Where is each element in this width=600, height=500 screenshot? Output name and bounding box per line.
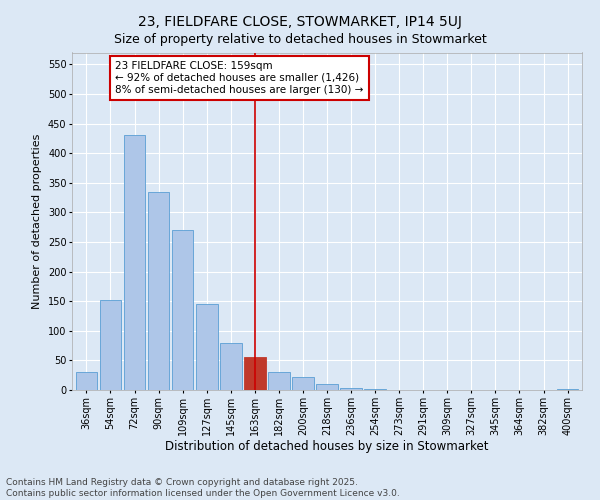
- Y-axis label: Number of detached properties: Number of detached properties: [32, 134, 42, 309]
- Bar: [557, 389, 578, 390]
- Text: Contains HM Land Registry data © Crown copyright and database right 2025.
Contai: Contains HM Land Registry data © Crown c…: [6, 478, 400, 498]
- Bar: [292, 377, 314, 390]
- Bar: [364, 389, 386, 390]
- Bar: [220, 342, 242, 390]
- Bar: [124, 136, 145, 390]
- Text: Size of property relative to detached houses in Stowmarket: Size of property relative to detached ho…: [113, 32, 487, 46]
- Bar: [316, 384, 338, 390]
- Bar: [340, 388, 362, 390]
- Text: 23, FIELDFARE CLOSE, STOWMARKET, IP14 5UJ: 23, FIELDFARE CLOSE, STOWMARKET, IP14 5U…: [138, 15, 462, 29]
- Bar: [76, 372, 97, 390]
- X-axis label: Distribution of detached houses by size in Stowmarket: Distribution of detached houses by size …: [165, 440, 489, 454]
- Bar: [244, 358, 266, 390]
- Bar: [100, 300, 121, 390]
- Text: 23 FIELDFARE CLOSE: 159sqm
← 92% of detached houses are smaller (1,426)
8% of se: 23 FIELDFARE CLOSE: 159sqm ← 92% of deta…: [115, 62, 364, 94]
- Bar: [196, 304, 218, 390]
- Bar: [172, 230, 193, 390]
- Bar: [268, 372, 290, 390]
- Bar: [148, 192, 169, 390]
